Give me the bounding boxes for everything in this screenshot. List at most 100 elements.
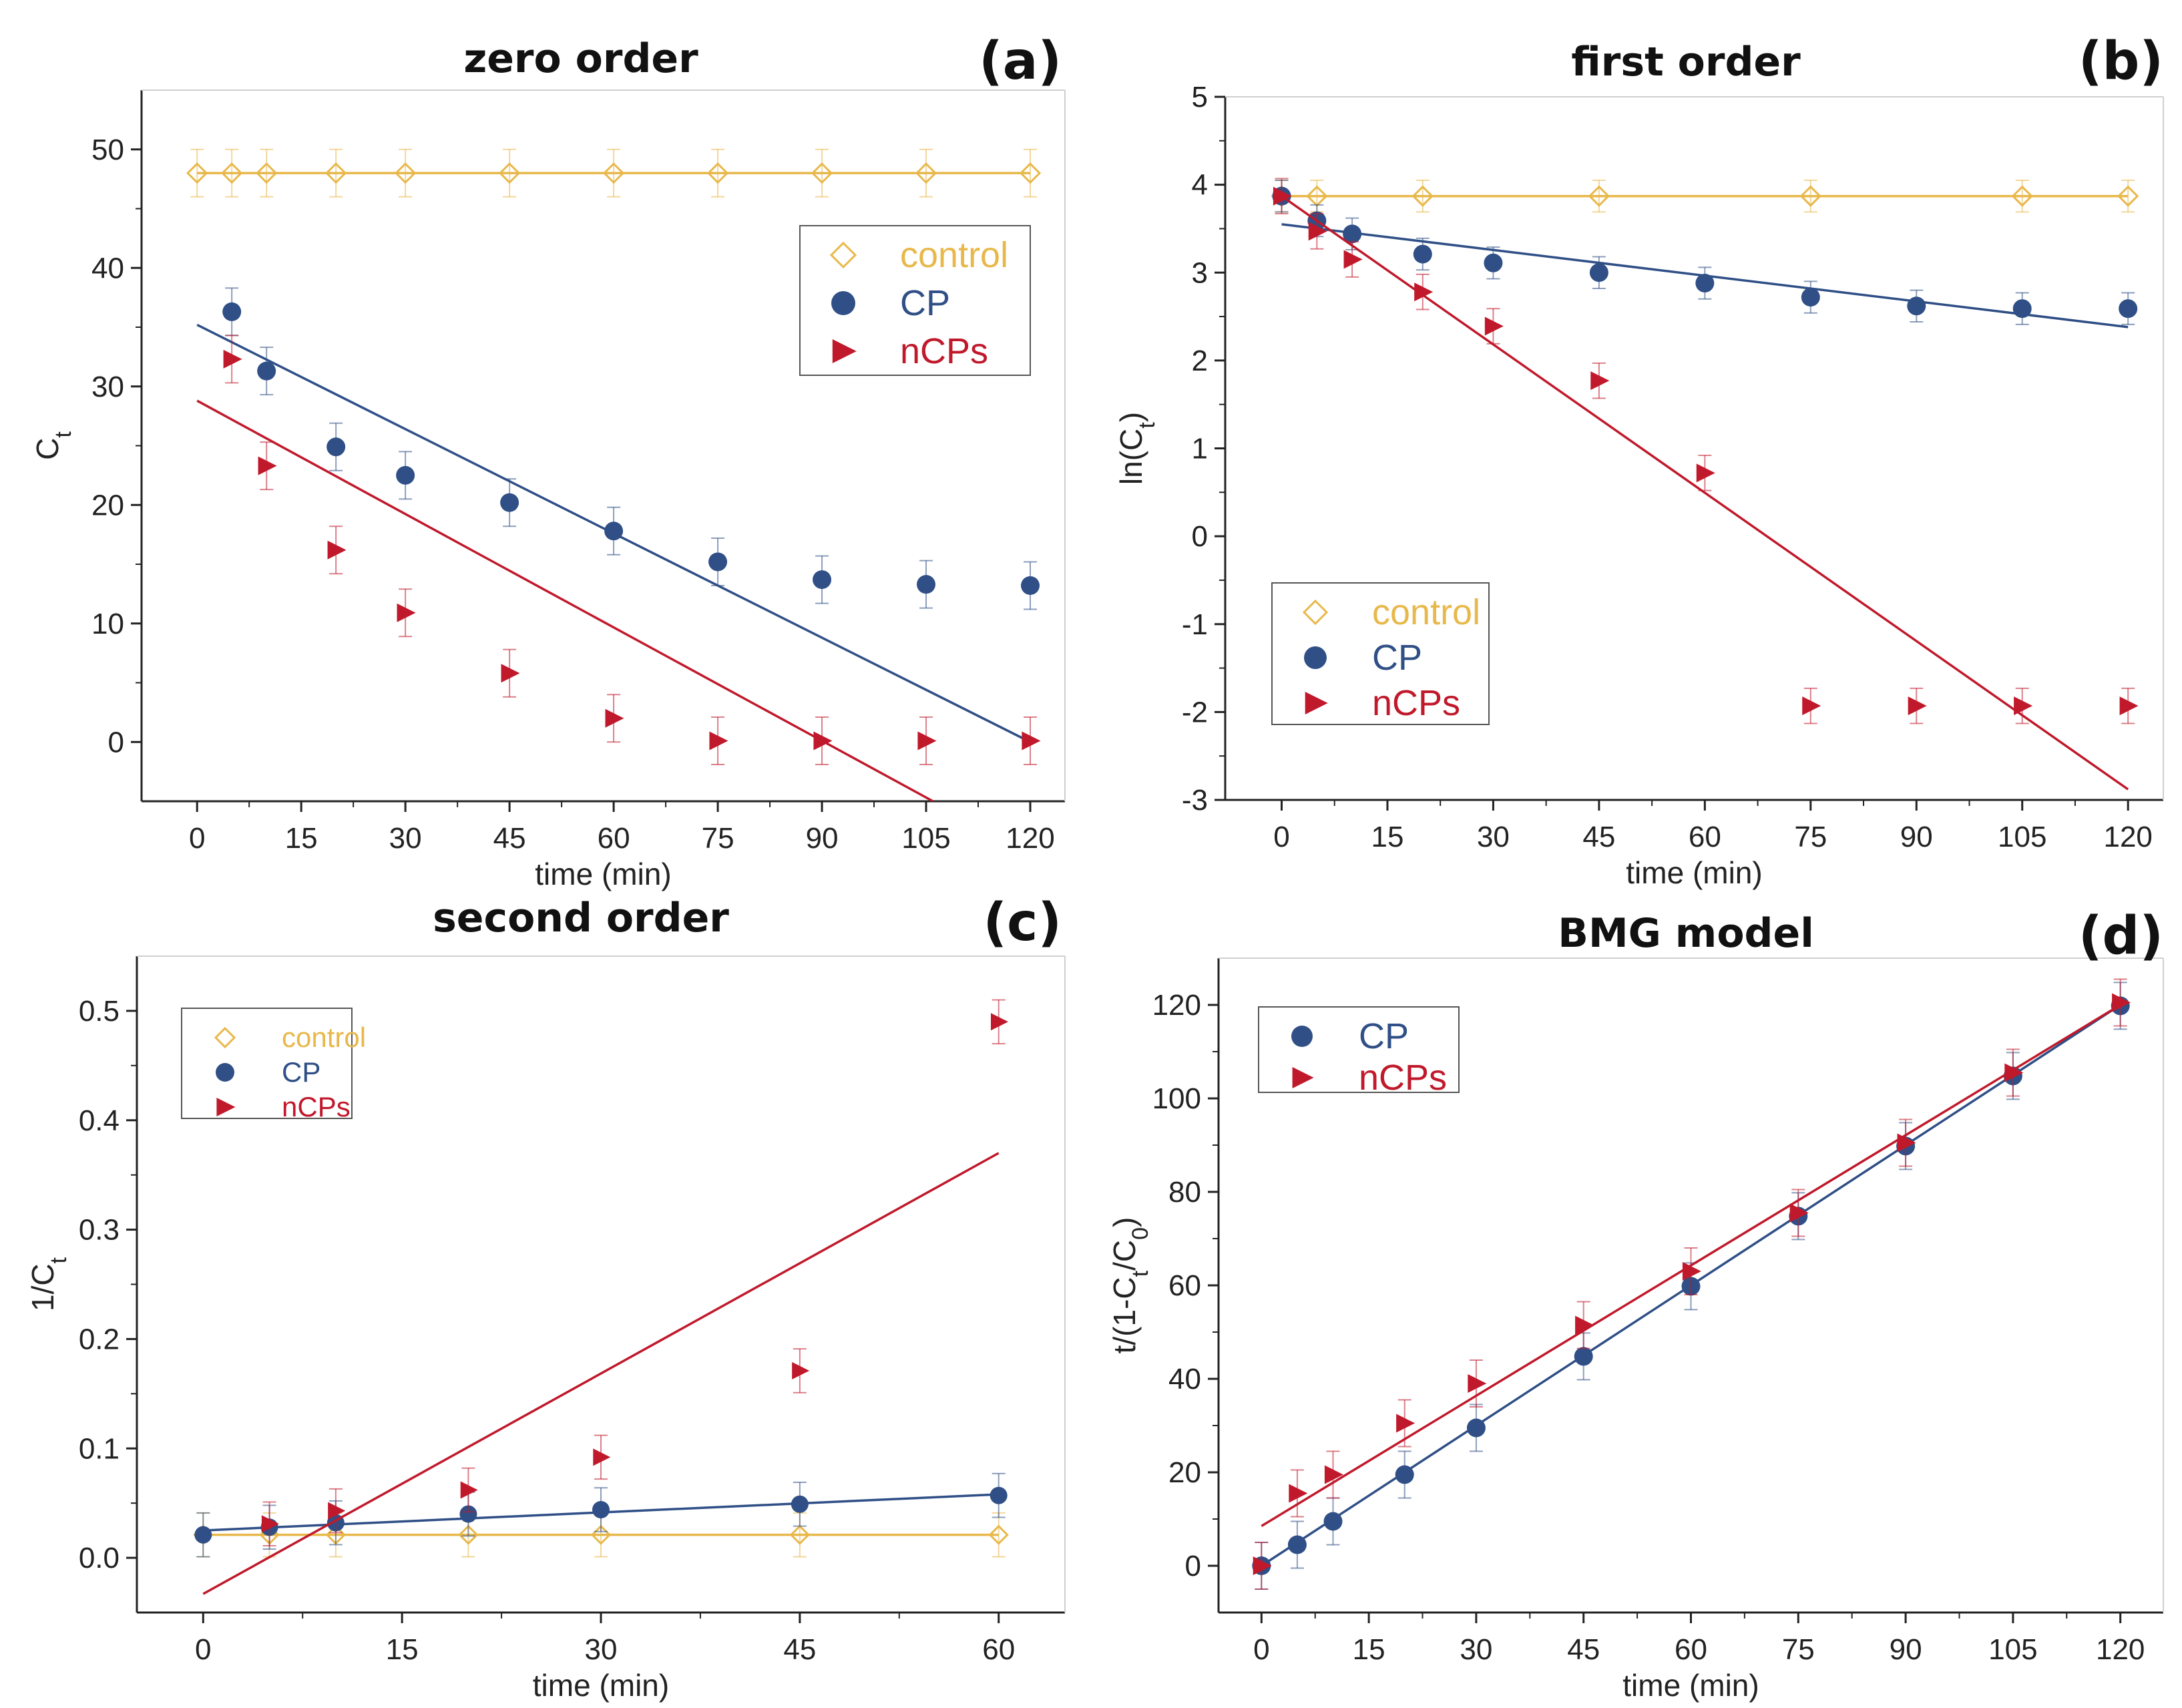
data-point-ncps xyxy=(1802,696,1821,716)
x-axis-label: time (min) xyxy=(1622,1668,1759,1703)
data-point-cp xyxy=(1484,253,1503,272)
x-tick-label: 0 xyxy=(1273,821,1289,853)
data-point-cp xyxy=(1574,1347,1593,1366)
x-tick-label: 105 xyxy=(1998,821,2046,853)
legend-label-control: control xyxy=(282,1022,366,1053)
y-tick-label: 0 xyxy=(1185,1550,1201,1582)
data-point-cp xyxy=(604,521,624,541)
y-tick-label: 0.0 xyxy=(79,1542,120,1574)
series-ncps xyxy=(1253,978,2131,1590)
data-point-cp xyxy=(791,1495,809,1513)
y-label-mid: /C xyxy=(1107,1240,1142,1271)
series-cp xyxy=(1272,180,2138,329)
data-point-cp xyxy=(1323,1512,1343,1531)
data-point-control xyxy=(811,162,833,184)
y-tick-label: 10 xyxy=(91,608,124,640)
data-point-ncps xyxy=(1590,371,1610,391)
legend-marker-cp xyxy=(216,1063,234,1082)
y-label-main: ln(C xyxy=(1114,429,1148,485)
x-tick-label: 75 xyxy=(1794,821,1827,853)
data-point-ncps xyxy=(1789,1203,1809,1223)
data-point-cp xyxy=(1466,1418,1486,1438)
data-point-ncps xyxy=(1414,282,1434,302)
data-point-ncps xyxy=(813,731,833,751)
data-point-control xyxy=(395,162,417,184)
data-point-ncps xyxy=(1343,250,1363,269)
series-cp xyxy=(196,287,1040,743)
data-point-cp xyxy=(1395,1465,1414,1484)
data-point-ncps xyxy=(2004,1063,2024,1082)
data-point-control xyxy=(1799,185,1821,207)
data-point-cp xyxy=(2119,299,2138,318)
data-point-ncps xyxy=(1396,1414,1415,1433)
y-tick-label: 50 xyxy=(91,134,124,166)
data-point-cp xyxy=(917,575,936,594)
y-tick-label: -2 xyxy=(1182,696,1208,728)
x-tick-label: 15 xyxy=(1353,1633,1385,1666)
data-point-ncps xyxy=(328,1502,346,1520)
data-point-control xyxy=(988,1524,1009,1545)
series-control xyxy=(186,148,1042,198)
y-label-end: ) xyxy=(1107,1217,1142,1227)
data-point-control xyxy=(1411,185,1434,207)
y-tick-label: 30 xyxy=(91,371,124,403)
x-tick-label: 90 xyxy=(1890,1633,1922,1666)
legend-label-ncps: nCPs xyxy=(282,1091,351,1122)
data-point-cp xyxy=(222,302,242,321)
legend-marker-ncps xyxy=(1305,692,1328,714)
data-point-ncps xyxy=(327,540,347,560)
data-point-ncps xyxy=(258,456,277,475)
legend-label-ncps: nCPs xyxy=(900,331,988,371)
legend-marker-control xyxy=(829,241,857,269)
y-label-end: ) xyxy=(1114,412,1148,422)
y-axis-label: 1/Ct xyxy=(25,1257,71,1311)
legend-label-cp: CP xyxy=(1359,1016,1409,1056)
y-tick-label: 0.5 xyxy=(79,995,120,1028)
panel-letter: (d) xyxy=(2079,906,2163,966)
series-ncps xyxy=(196,335,1041,801)
data-point-ncps xyxy=(593,1448,611,1466)
legend-marker-cp xyxy=(831,291,855,315)
data-point-control xyxy=(1019,162,1042,184)
series-ncps xyxy=(1273,178,2139,791)
y-tick-label: 3 xyxy=(1192,256,1208,289)
data-point-control xyxy=(915,162,937,184)
data-point-ncps xyxy=(2119,696,2139,716)
data-point-control xyxy=(325,162,347,184)
data-point-cp xyxy=(1413,244,1432,264)
y-tick-label: 2 xyxy=(1192,345,1208,377)
y-tick-label: 0.3 xyxy=(79,1214,120,1247)
y-tick-label: 40 xyxy=(91,252,124,284)
data-point-control xyxy=(256,162,278,184)
panel-bmg-model: 0 15 30 45 60 75 90 105 120 0 20 40 60 80 100 120 BMG mo… xyxy=(1107,906,2164,1703)
x-tick-label: 60 xyxy=(1689,821,1721,853)
data-point-control xyxy=(602,162,625,184)
series-ncps xyxy=(202,999,1009,1595)
y-tick-label: 120 xyxy=(1152,989,1201,1022)
data-point-ncps xyxy=(1908,696,1927,716)
x-tick-label: 120 xyxy=(2103,821,2152,853)
x-tick-label: 60 xyxy=(598,822,630,855)
x-tick-label: 90 xyxy=(1900,821,1933,853)
y-tick-label: 100 xyxy=(1152,1082,1201,1115)
legend-label-cp: CP xyxy=(1372,638,1422,678)
panel-title: BMG model xyxy=(1558,910,1814,957)
y-tick-label: -1 xyxy=(1182,608,1208,641)
x-tick-label: 15 xyxy=(386,1633,419,1666)
data-point-cp xyxy=(396,465,415,485)
y-label-sub: t xyxy=(1134,422,1160,429)
data-point-control xyxy=(1588,185,1610,207)
y-axis-label: Ct xyxy=(30,431,76,460)
data-point-ncps xyxy=(1484,316,1504,336)
data-point-ncps xyxy=(1897,1133,1916,1152)
panel-letter: (a) xyxy=(979,31,1062,91)
data-point-ncps xyxy=(1289,1484,1308,1503)
y-tick-label: 0.4 xyxy=(79,1104,120,1137)
data-point-cp xyxy=(257,361,276,381)
y-label-sub2: 0 xyxy=(1128,1227,1153,1240)
